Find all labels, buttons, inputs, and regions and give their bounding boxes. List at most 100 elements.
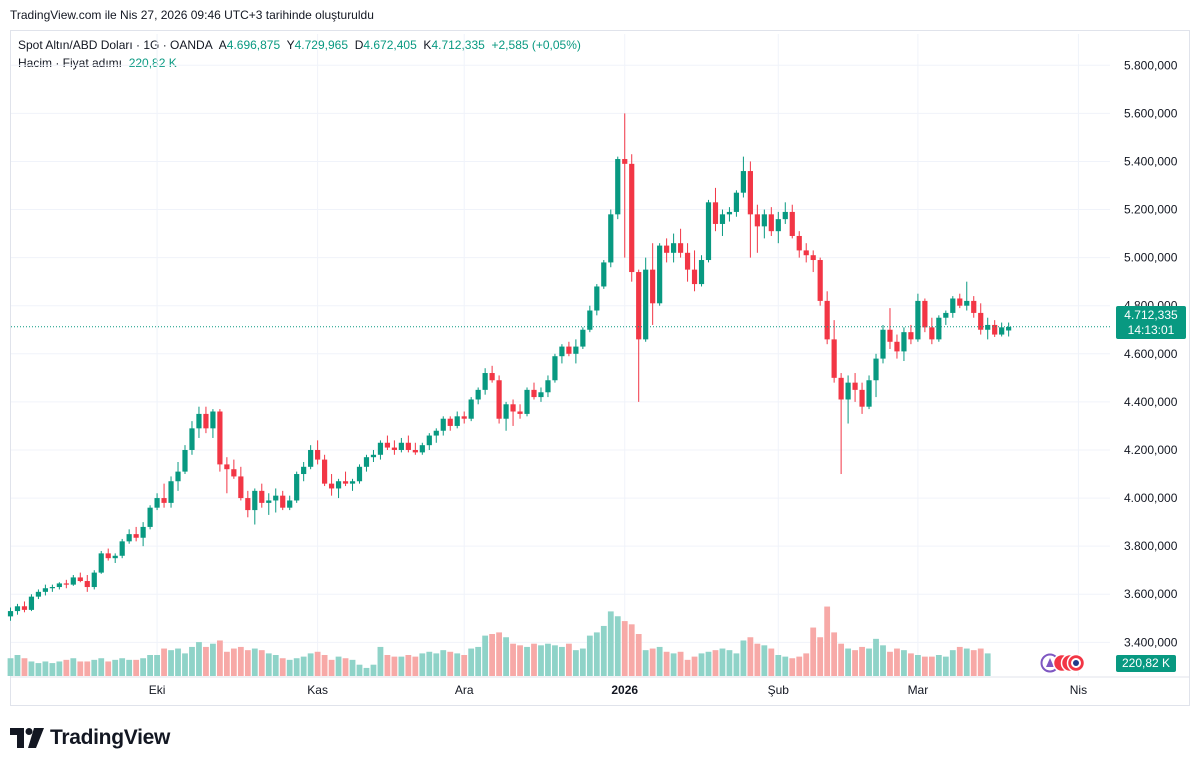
close-label: K bbox=[423, 38, 432, 52]
volume-bar bbox=[279, 658, 286, 676]
candle-body bbox=[698, 260, 705, 285]
candle-body bbox=[880, 329, 886, 359]
volume-bar bbox=[440, 650, 447, 676]
candle-body bbox=[510, 404, 516, 412]
candle-body bbox=[322, 459, 328, 484]
candle-body bbox=[196, 413, 202, 429]
candle-body bbox=[594, 286, 600, 311]
volume-bar bbox=[133, 659, 140, 676]
volume-bar bbox=[545, 643, 551, 676]
volume-bar bbox=[328, 659, 335, 676]
candle-body bbox=[985, 324, 991, 330]
volume-bar bbox=[154, 655, 160, 676]
candle-body bbox=[671, 243, 677, 253]
candle-body bbox=[545, 380, 551, 393]
candle-body bbox=[377, 442, 384, 455]
candle-body bbox=[105, 553, 111, 559]
event-flags-icon[interactable] bbox=[1040, 653, 1086, 673]
x-tick-label: 2026 bbox=[611, 683, 638, 697]
x-tick-label: Mar bbox=[908, 683, 929, 697]
candle-body bbox=[370, 454, 377, 458]
candle-body bbox=[824, 300, 830, 340]
candle-body bbox=[943, 312, 949, 318]
volume-bar bbox=[775, 655, 782, 676]
volume-bar bbox=[824, 606, 831, 676]
candle-body bbox=[768, 214, 774, 232]
volume-bar bbox=[984, 653, 991, 676]
candle-body bbox=[817, 260, 823, 301]
volume-bar bbox=[510, 643, 516, 676]
candle-body bbox=[664, 245, 670, 253]
volume-bar bbox=[670, 653, 677, 676]
candle-body bbox=[950, 298, 956, 313]
tradingview-logo-icon bbox=[10, 728, 44, 748]
candle-body bbox=[315, 449, 321, 460]
candle-body bbox=[266, 500, 272, 503]
volume-bar bbox=[942, 656, 949, 676]
candle-body bbox=[657, 245, 663, 304]
candle-body bbox=[308, 449, 314, 467]
candle-body bbox=[524, 389, 530, 414]
candle-body bbox=[754, 214, 760, 227]
candle-body bbox=[349, 481, 356, 484]
candle-body bbox=[287, 500, 293, 508]
candle-body bbox=[468, 399, 474, 419]
volume-bar bbox=[258, 650, 265, 676]
candle-body bbox=[677, 243, 684, 253]
candle-body bbox=[70, 577, 76, 585]
volume-label[interactable]: Hacim · Fiyat adımı bbox=[18, 56, 123, 70]
volume-bar bbox=[237, 646, 244, 676]
candle-body bbox=[273, 495, 279, 501]
candle-body bbox=[866, 380, 872, 407]
volume-bar bbox=[503, 637, 509, 676]
candle-body bbox=[747, 171, 753, 215]
candle-body bbox=[636, 272, 642, 340]
candle-body bbox=[852, 382, 858, 390]
candle-body bbox=[845, 382, 851, 400]
tradingview-brand[interactable]: TradingView bbox=[10, 726, 170, 750]
volume-bar bbox=[552, 645, 558, 676]
volume-bar bbox=[921, 656, 928, 676]
candle-body bbox=[384, 442, 391, 448]
volume-bar bbox=[196, 642, 202, 676]
x-tick-label: Kas bbox=[307, 683, 328, 697]
volume-bar bbox=[817, 637, 824, 676]
candle-body bbox=[356, 466, 363, 482]
volume-bar bbox=[203, 646, 209, 676]
volume-bar bbox=[740, 640, 747, 676]
volume-bar bbox=[307, 653, 314, 676]
volume-value: 220,82 K bbox=[128, 56, 177, 70]
candle-body bbox=[126, 534, 132, 542]
candle-body bbox=[615, 159, 621, 215]
candle-body bbox=[56, 583, 62, 588]
volume-bar bbox=[859, 646, 865, 676]
candle-body bbox=[901, 332, 907, 352]
volume-bar bbox=[873, 638, 879, 676]
candle-body bbox=[398, 442, 404, 450]
volume-bar bbox=[579, 648, 586, 676]
volume-bar bbox=[691, 656, 698, 676]
open-value: 4.696,875 bbox=[226, 38, 281, 52]
volume-bar bbox=[335, 656, 342, 676]
candle-body bbox=[342, 481, 349, 484]
volume-bar bbox=[733, 653, 740, 676]
candle-body bbox=[35, 591, 42, 597]
candle-body bbox=[580, 329, 586, 347]
volume-bar bbox=[572, 650, 579, 676]
volume-bar bbox=[901, 650, 907, 676]
symbol-name[interactable]: Spot Altın/ABD Doları · 1G · OANDA bbox=[18, 38, 213, 52]
volume-bar bbox=[286, 659, 293, 676]
change-value: +2,585 (+0,05%) bbox=[491, 38, 581, 52]
candle-body bbox=[489, 373, 495, 381]
y-tick-label: 5.400,000 bbox=[1124, 154, 1178, 168]
candle-body bbox=[294, 474, 300, 501]
volume-bar bbox=[656, 646, 663, 676]
candle-body bbox=[42, 588, 48, 592]
volume-bar bbox=[600, 625, 607, 676]
candle-body bbox=[573, 346, 579, 354]
volume-bar bbox=[314, 651, 321, 676]
volume-bar bbox=[217, 640, 223, 676]
candle-body bbox=[517, 411, 523, 414]
open-label: A bbox=[218, 38, 227, 52]
